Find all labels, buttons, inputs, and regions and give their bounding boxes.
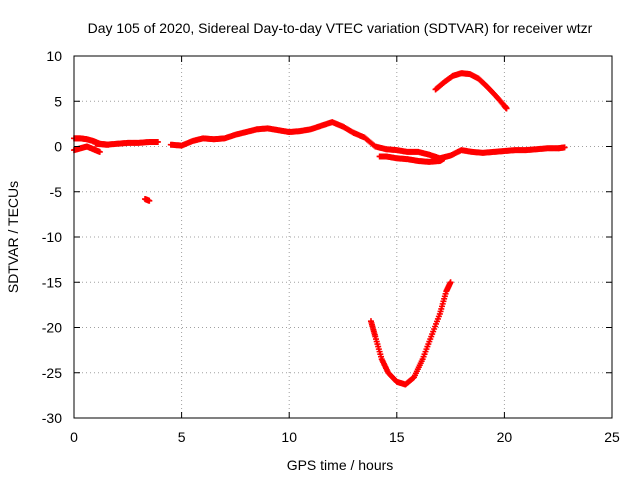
data-point-arc-3 bbox=[154, 138, 161, 145]
data-point-arc-2 bbox=[96, 148, 103, 155]
y-tick-label: -20 bbox=[42, 320, 62, 336]
x-axis-label: GPS time / hours bbox=[287, 457, 394, 473]
y-tick-label: -15 bbox=[42, 274, 62, 290]
x-tick-label: 25 bbox=[604, 429, 620, 445]
data-point-arc-8 bbox=[447, 279, 454, 286]
y-tick-label: 5 bbox=[54, 93, 62, 109]
y-axis-label: SDTVAR / TECUs bbox=[5, 181, 21, 293]
y-tick-label: -10 bbox=[42, 229, 62, 245]
x-tick-label: 0 bbox=[70, 429, 78, 445]
y-tick-label: 10 bbox=[46, 48, 62, 64]
data-point-arc-4 bbox=[146, 197, 153, 204]
data-point-arc-9 bbox=[503, 105, 510, 112]
y-tick-label: -5 bbox=[50, 184, 63, 200]
x-tick-label: 20 bbox=[497, 429, 513, 445]
grid bbox=[74, 56, 612, 418]
data-points bbox=[71, 70, 568, 388]
y-tick-label: 0 bbox=[54, 139, 62, 155]
chart-title: Day 105 of 2020, Sidereal Day-to-day VTE… bbox=[88, 20, 593, 36]
x-tick-label: 10 bbox=[281, 429, 297, 445]
x-tick-label: 15 bbox=[389, 429, 405, 445]
y-tick-label: -25 bbox=[42, 365, 62, 381]
axes: 0 5 10 15 20 25 -30 -25 -20 -15 -10 -5 0 5 10 bbox=[42, 48, 620, 445]
data-point-arc-7 bbox=[441, 155, 448, 162]
data-point-arc-6 bbox=[561, 144, 568, 151]
x-tick-label: 5 bbox=[178, 429, 186, 445]
y-tick-label: -30 bbox=[42, 410, 62, 426]
